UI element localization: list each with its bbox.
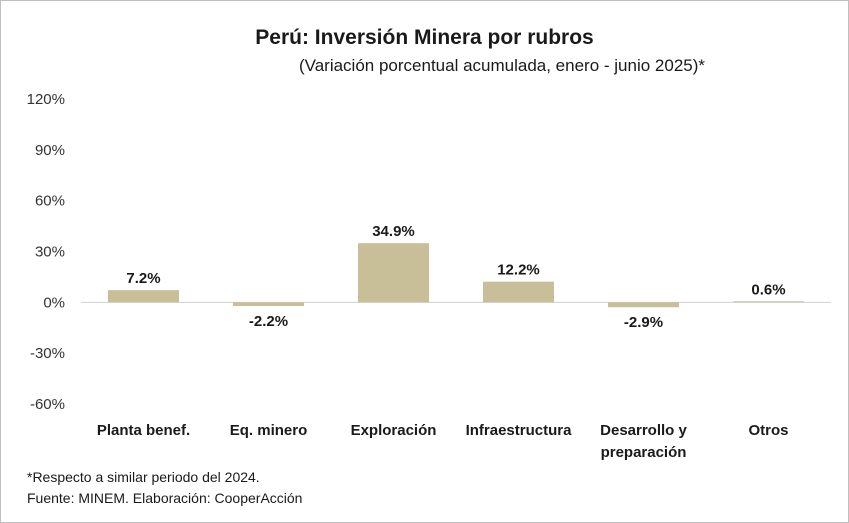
bar (108, 290, 179, 303)
data-label: 7.2% (126, 270, 160, 287)
bar (233, 302, 304, 307)
bar (608, 302, 679, 308)
data-label: 34.9% (372, 223, 415, 240)
y-tick-label: 30% (35, 244, 65, 261)
y-tick-label: -60% (30, 396, 65, 413)
category-label: preparación (601, 444, 687, 461)
y-tick-label: -30% (30, 345, 65, 362)
bar (733, 301, 804, 303)
chart-subtitle: (Variación porcentual acumulada, enero -… (298, 56, 706, 75)
category-label: Planta benef. (97, 422, 190, 439)
category-label: Infraestructura (466, 422, 573, 439)
bar (358, 243, 429, 303)
bar-chart: 120% 90% 60% 30% 0% -30% -60% 7.2% Planta benef.… (27, 91, 831, 461)
data-label: 12.2% (497, 262, 540, 279)
footnote-source: Fuente: MINEM. Elaboración: CooperAcción (27, 490, 303, 506)
y-tick-label: 90% (35, 142, 65, 159)
data-label: 0.6% (751, 281, 785, 298)
category-label: Eq. minero (230, 422, 308, 439)
category-label: Exploración (351, 422, 437, 439)
category-label: Otros (748, 422, 788, 439)
bar (483, 281, 554, 303)
category-label: Desarrollo y (600, 422, 687, 439)
y-tick-label: 60% (35, 193, 65, 210)
y-tick-label: 120% (27, 91, 65, 108)
data-label: -2.2% (249, 313, 288, 330)
data-label: -2.9% (624, 314, 663, 331)
y-tick-label: 0% (43, 294, 65, 311)
footnote-note: *Respecto a similar periodo del 2024. (27, 469, 260, 485)
chart-title: Perú: Inversión Minera por rubros (255, 26, 594, 49)
